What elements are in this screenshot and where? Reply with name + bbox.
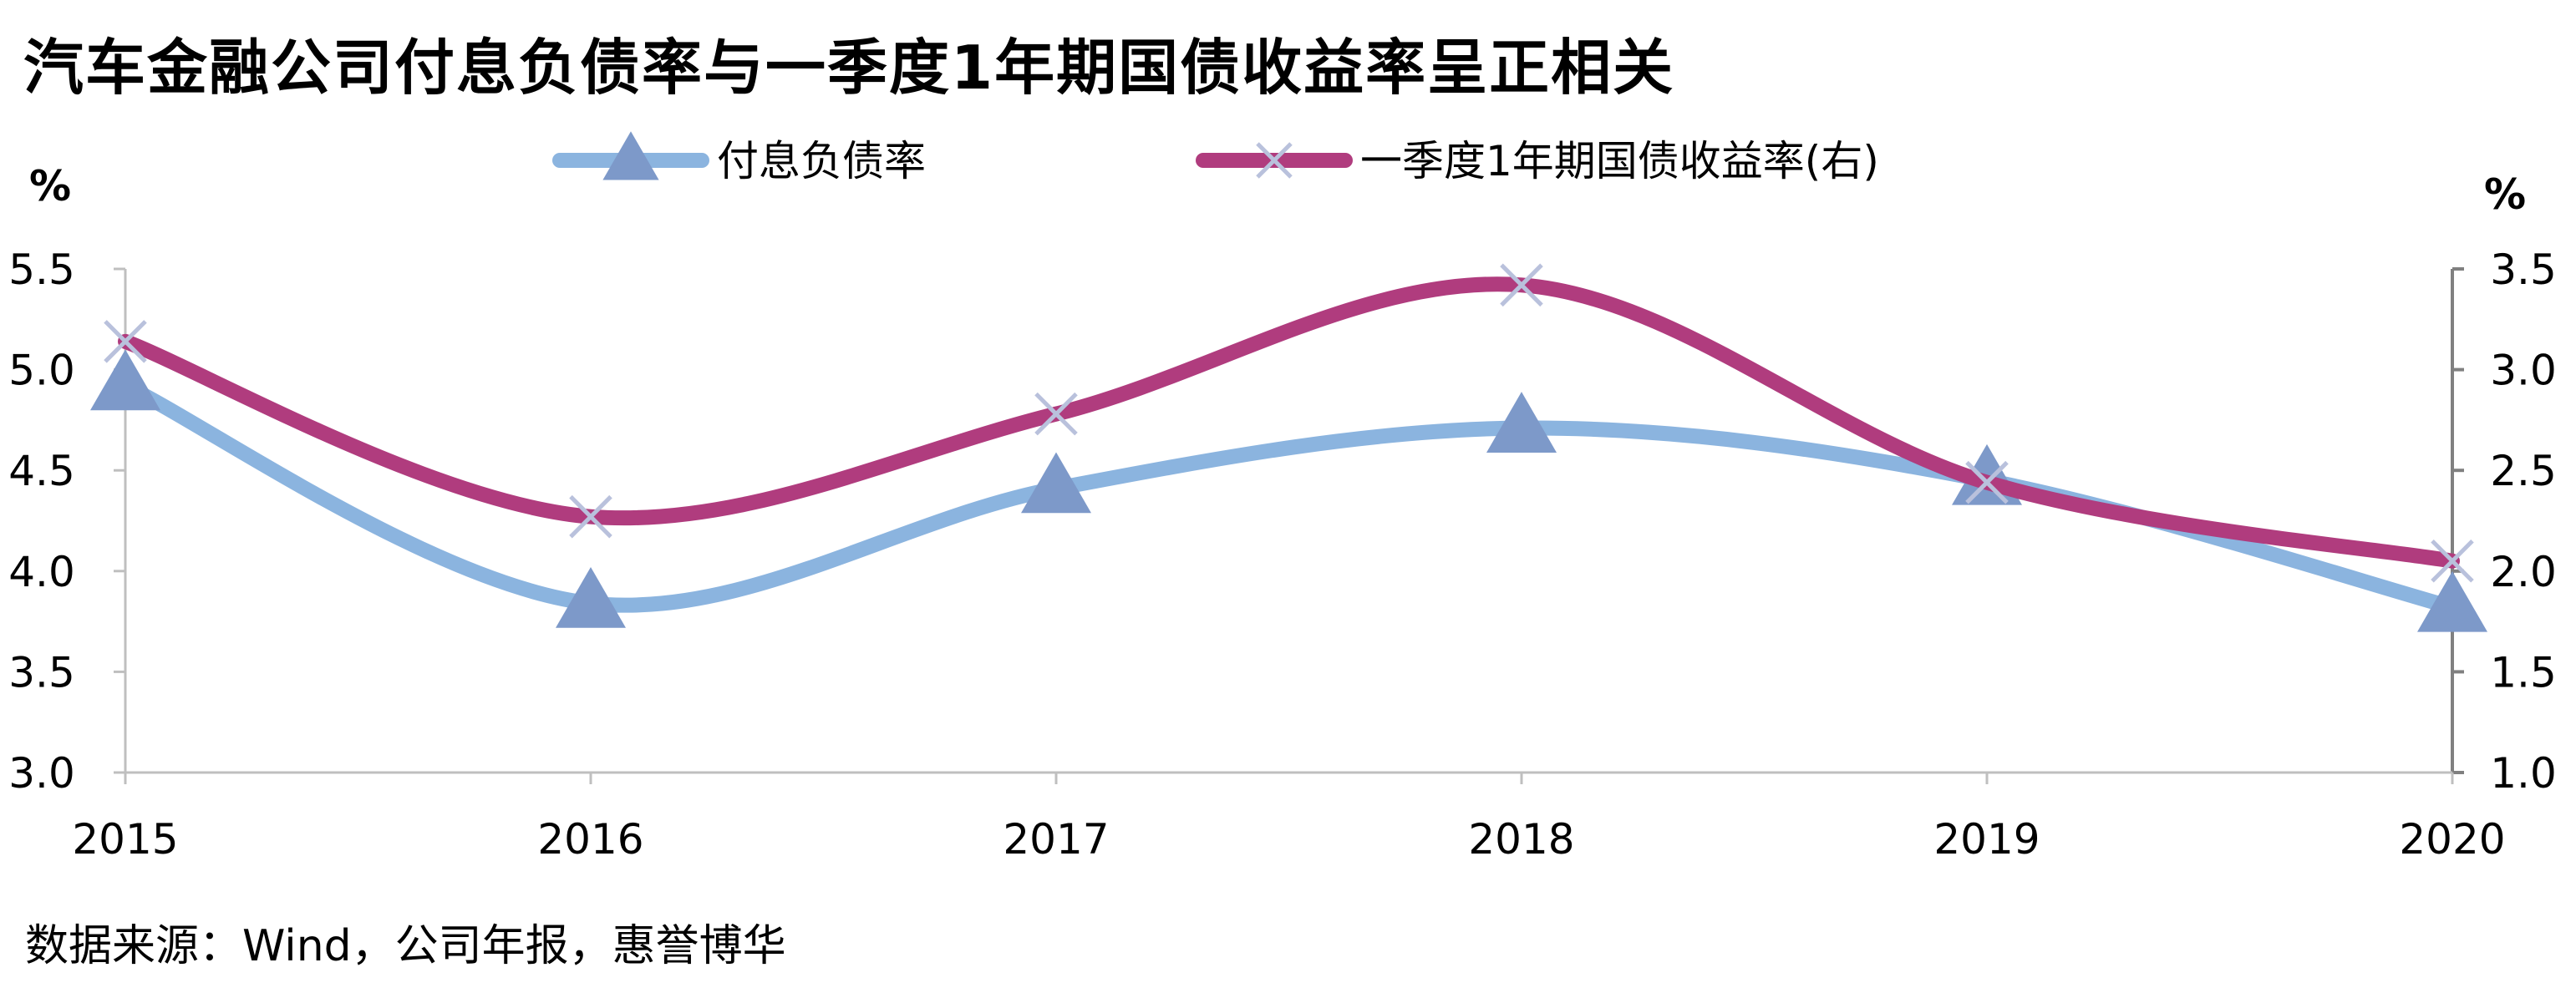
marker-stroke bbox=[1965, 460, 2009, 504]
right-tick-label: 1.0 bbox=[2490, 749, 2557, 798]
right-tick-label: 2.0 bbox=[2490, 548, 2557, 596]
marker-stroke bbox=[569, 494, 612, 539]
data-point-triangle bbox=[90, 349, 160, 411]
right-tick-label: 3.5 bbox=[2490, 246, 2557, 294]
marker-stroke bbox=[1034, 392, 1078, 436]
x-tick-label: 2018 bbox=[1468, 815, 1574, 864]
right-tick-label: 1.5 bbox=[2490, 648, 2557, 697]
x-tick-label: 2019 bbox=[1933, 815, 2040, 864]
left-tick-label: 5.5 bbox=[8, 246, 75, 294]
data-point-x bbox=[1034, 392, 1078, 436]
chart-title: 汽车金融公司付息负债率与一季度1年期国债收益率呈正相关 bbox=[23, 33, 1675, 103]
right-axis-unit: % bbox=[2484, 170, 2526, 219]
data-point-x bbox=[569, 494, 612, 539]
marker-stroke bbox=[1500, 263, 1543, 307]
legend-item-1: 付息负债率 bbox=[552, 131, 926, 185]
right-tick-label: 3.0 bbox=[2490, 347, 2557, 395]
data-point-x bbox=[2431, 539, 2474, 583]
marker-stroke bbox=[1256, 142, 1293, 179]
legend-marker-triangle bbox=[602, 131, 659, 180]
data-point-triangle bbox=[2417, 570, 2487, 632]
left-tick-label: 4.5 bbox=[8, 447, 75, 495]
left-tick-label: 5.0 bbox=[8, 347, 75, 395]
data-point-x bbox=[1500, 263, 1543, 307]
data-point-x bbox=[1965, 460, 2009, 504]
left-tick-label: 4.0 bbox=[8, 548, 75, 596]
x-tick-label: 2016 bbox=[537, 815, 643, 864]
series-line bbox=[118, 276, 2460, 569]
data-point-triangle bbox=[1021, 452, 1091, 514]
data-point-triangle bbox=[1486, 392, 1557, 453]
marker-stroke bbox=[2431, 539, 2474, 583]
data-point-triangle bbox=[556, 566, 626, 628]
left-tick-label: 3.0 bbox=[8, 749, 75, 798]
x-tick-label: 2017 bbox=[1003, 815, 1109, 864]
marker-stroke bbox=[104, 320, 147, 363]
legend-label: 一季度1年期国债收益率(右) bbox=[1360, 137, 1879, 185]
x-tick-label: 2015 bbox=[72, 815, 178, 864]
source-note: 数据来源：Wind，公司年报，惠誉博华 bbox=[25, 921, 786, 971]
legend-item-2: 一季度1年期国债收益率(右) bbox=[1196, 137, 1879, 185]
data-point-x bbox=[104, 320, 147, 363]
right-tick-label: 2.5 bbox=[2490, 447, 2557, 495]
series-2 bbox=[104, 263, 2474, 583]
legend: 付息负债率 一季度1年期国债收益率(右) bbox=[552, 131, 1879, 185]
legend-label: 付息负债率 bbox=[717, 137, 926, 185]
left-axis-unit: % bbox=[29, 162, 71, 210]
series-group bbox=[90, 263, 2487, 632]
legend-marker-x bbox=[1256, 142, 1293, 179]
left-tick-label: 3.5 bbox=[8, 648, 75, 697]
x-tick-label: 2020 bbox=[2399, 815, 2505, 864]
axes: 3.0 3.5 4.0 4.5 5.0 5.5 1.0 1.5 2.0 2.5 3.0 3.5 2015… bbox=[8, 246, 2557, 864]
